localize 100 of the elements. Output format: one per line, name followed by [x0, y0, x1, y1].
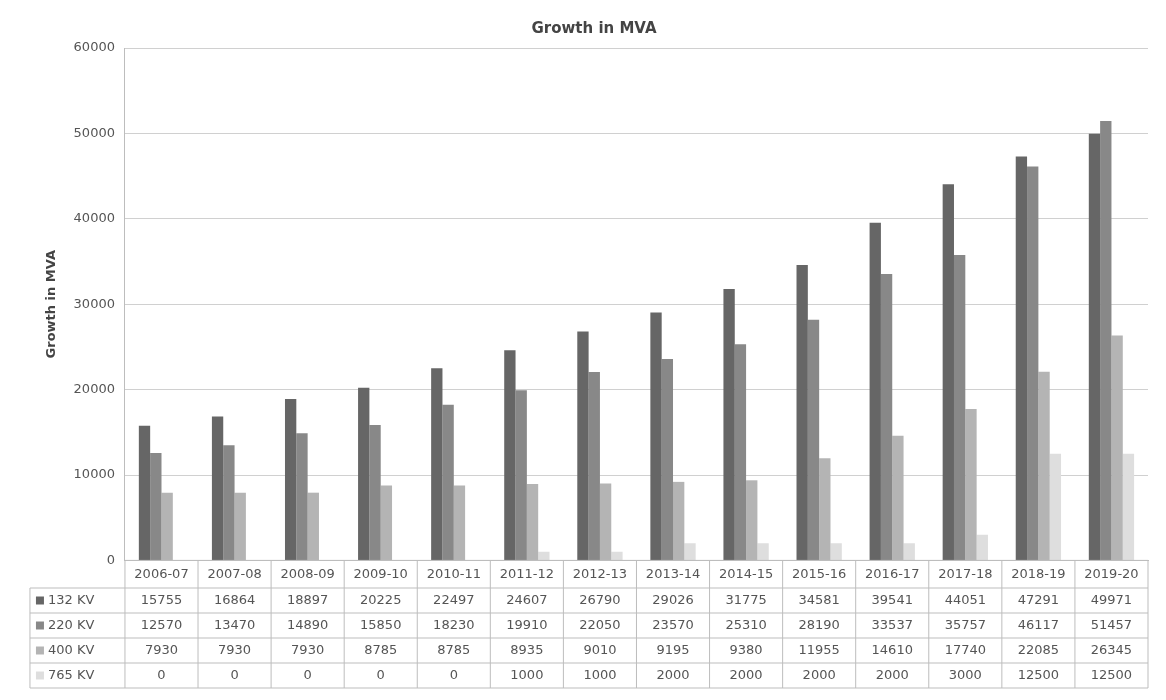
bar — [1122, 453, 1135, 560]
data-label: 35757 — [944, 616, 986, 632]
bar — [757, 543, 769, 560]
x-tick-label: 2010-11 — [426, 565, 481, 581]
bar — [976, 534, 988, 560]
data-label: 44051 — [944, 591, 986, 607]
bar — [796, 265, 808, 560]
data-label: 15755 — [140, 591, 183, 607]
data-label: 20225 — [360, 591, 402, 607]
data-label: 31775 — [725, 591, 767, 607]
bar — [577, 331, 589, 560]
data-label: 47291 — [1017, 591, 1060, 607]
data-label: 9010 — [583, 641, 617, 657]
data-label: 0 — [303, 666, 312, 682]
bar — [504, 350, 516, 560]
x-tick-label: 2009-10 — [353, 565, 408, 581]
data-label: 12570 — [140, 616, 183, 632]
x-tick-label: 2012-13 — [572, 565, 628, 581]
bar — [588, 372, 600, 560]
data-label: 9380 — [729, 641, 763, 657]
bar — [284, 399, 297, 560]
data-label: 19910 — [506, 616, 548, 632]
legend-label: 220 KV — [47, 616, 95, 632]
data-label: 16864 — [213, 591, 256, 607]
data-label: 9195 — [656, 641, 690, 657]
bar — [296, 433, 308, 560]
bar — [807, 319, 820, 560]
data-label: 0 — [449, 666, 458, 682]
data-label: 51457 — [1090, 616, 1133, 632]
bar — [1049, 453, 1062, 560]
bar — [442, 404, 454, 560]
data-label: 23570 — [652, 616, 694, 632]
data-label: 17740 — [944, 641, 986, 657]
x-tick-label: 2008-09 — [280, 565, 335, 581]
bar — [684, 543, 696, 560]
data-label: 3000 — [948, 666, 982, 682]
bar — [223, 445, 235, 560]
data-label: 25310 — [725, 616, 767, 632]
data-label: 34581 — [798, 591, 840, 607]
data-label: 8935 — [510, 641, 544, 657]
bar — [830, 543, 842, 560]
data-label: 14890 — [286, 616, 329, 632]
x-tick-label: 2013-14 — [645, 565, 701, 581]
x-tick-label: 2017-18 — [938, 565, 993, 581]
bar — [431, 368, 443, 560]
y-tick-label: 50000 — [73, 124, 115, 140]
data-label: 2000 — [802, 666, 836, 682]
bar — [515, 390, 527, 560]
bar — [1100, 120, 1112, 560]
x-tick-label: 2018-19 — [1011, 565, 1066, 581]
data-label: 24607 — [506, 591, 548, 607]
x-tick-label: 2007-08 — [207, 565, 262, 581]
bar — [369, 425, 381, 560]
bar — [880, 273, 893, 560]
data-label: 15850 — [360, 616, 402, 632]
x-tick-label: 2006-07 — [134, 565, 189, 581]
data-label: 26345 — [1090, 641, 1133, 657]
data-label: 8785 — [364, 641, 398, 657]
data-label: 22050 — [579, 616, 621, 632]
legend-label: 400 KV — [47, 641, 95, 657]
data-label: 18230 — [433, 616, 475, 632]
bar — [942, 184, 954, 560]
bar — [611, 551, 623, 560]
data-label: 12500 — [1017, 666, 1060, 682]
y-axis-title: Growth in MVA — [43, 249, 59, 359]
data-label: 46117 — [1017, 616, 1060, 632]
data-label: 14610 — [871, 641, 913, 657]
data-label: 2000 — [656, 666, 690, 682]
legend-label: 132 KV — [47, 591, 95, 607]
data-label: 18897 — [286, 591, 329, 607]
data-label: 39541 — [871, 591, 913, 607]
x-tick-label: 2019-20 — [1084, 565, 1139, 581]
bar — [869, 222, 881, 560]
data-label: 1000 — [510, 666, 544, 682]
y-tick-label: 30000 — [73, 295, 115, 311]
data-label: 11955 — [798, 641, 840, 657]
bar — [211, 416, 224, 560]
x-tick-label: 2014-15 — [718, 565, 774, 581]
bar — [358, 387, 370, 560]
data-label: 22497 — [433, 591, 475, 607]
bar — [723, 289, 735, 560]
bar — [650, 312, 662, 560]
x-tick-label: 2011-12 — [499, 565, 555, 581]
bar — [150, 453, 162, 560]
data-label: 2000 — [729, 666, 763, 682]
data-label: 2000 — [875, 666, 909, 682]
data-label: 28190 — [798, 616, 840, 632]
data-label: 33537 — [871, 616, 913, 632]
data-label: 0 — [230, 666, 239, 682]
bar — [1088, 133, 1101, 560]
legend-label: 765 KV — [47, 666, 95, 682]
data-label: 7930 — [218, 641, 252, 657]
y-tick-label: 10000 — [73, 466, 115, 482]
chart-title: Growth in MVA — [531, 18, 657, 37]
data-label: 0 — [157, 666, 166, 682]
data-label: 13470 — [213, 616, 256, 632]
x-tick-label: 2015-16 — [792, 565, 847, 581]
y-tick-label: 40000 — [73, 210, 115, 226]
bar — [138, 425, 151, 560]
bar — [1015, 156, 1028, 560]
